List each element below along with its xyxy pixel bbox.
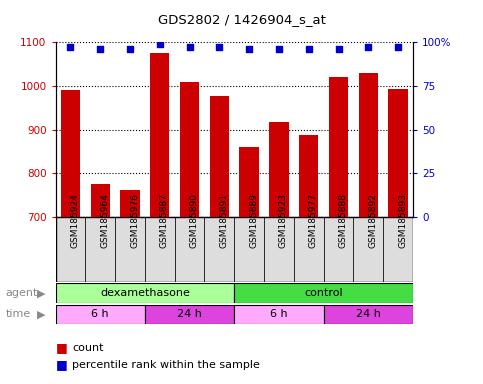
Text: 24 h: 24 h	[177, 310, 202, 319]
Bar	[204, 217, 234, 282]
Point	[126, 46, 134, 52]
Text: time: time	[6, 310, 31, 319]
Bar	[145, 217, 175, 282]
Bar	[85, 217, 115, 282]
Text: GSM185890: GSM185890	[189, 193, 199, 248]
Bar	[145, 305, 234, 324]
Bar	[388, 89, 408, 217]
Point	[67, 45, 74, 51]
Bar	[269, 122, 289, 217]
Text: ■: ■	[56, 341, 67, 354]
Bar	[56, 217, 85, 282]
Bar	[299, 135, 318, 217]
Bar	[324, 305, 413, 324]
Bar	[61, 90, 80, 217]
Text: 6 h: 6 h	[91, 310, 109, 319]
Text: agent: agent	[6, 288, 38, 298]
Bar	[120, 190, 140, 217]
Bar	[240, 147, 259, 217]
Point	[335, 46, 342, 52]
Text: GSM185889: GSM185889	[249, 193, 258, 248]
Text: GSM185893: GSM185893	[398, 193, 407, 248]
Bar	[358, 73, 378, 217]
Bar	[180, 81, 199, 217]
Bar	[354, 217, 383, 282]
Point	[185, 45, 193, 51]
Text: ▶: ▶	[37, 288, 45, 298]
Bar	[175, 217, 204, 282]
Point	[305, 46, 313, 52]
Text: GSM185888: GSM185888	[339, 193, 347, 248]
Text: ■: ■	[56, 358, 67, 371]
Text: control: control	[304, 288, 343, 298]
Bar	[234, 217, 264, 282]
Text: GSM185892: GSM185892	[368, 193, 377, 248]
Text: 24 h: 24 h	[356, 310, 381, 319]
Text: GSM185964: GSM185964	[100, 193, 109, 248]
Bar	[210, 96, 229, 217]
Bar	[234, 283, 413, 303]
Point	[156, 41, 164, 47]
Text: GSM185923: GSM185923	[279, 193, 288, 248]
Text: ▶: ▶	[37, 310, 45, 319]
Point	[394, 45, 402, 51]
Text: GSM185976: GSM185976	[130, 193, 139, 248]
Bar	[90, 184, 110, 217]
Text: GDS2802 / 1426904_s_at: GDS2802 / 1426904_s_at	[157, 13, 326, 26]
Point	[97, 46, 104, 52]
Bar	[329, 77, 348, 217]
Point	[245, 46, 253, 52]
Bar	[150, 53, 170, 217]
Text: count: count	[72, 343, 104, 353]
Bar	[264, 217, 294, 282]
Bar	[234, 305, 324, 324]
Text: GSM185887: GSM185887	[160, 193, 169, 248]
Point	[275, 46, 283, 52]
Text: 6 h: 6 h	[270, 310, 288, 319]
Bar	[56, 283, 234, 303]
Point	[215, 45, 223, 51]
Bar	[294, 217, 324, 282]
Bar	[115, 217, 145, 282]
Text: GSM185891: GSM185891	[219, 193, 228, 248]
Text: GSM185924: GSM185924	[71, 193, 79, 248]
Bar	[56, 305, 145, 324]
Text: dexamethasone: dexamethasone	[100, 288, 190, 298]
Bar	[324, 217, 354, 282]
Point	[364, 45, 372, 51]
Bar	[383, 217, 413, 282]
Text: percentile rank within the sample: percentile rank within the sample	[72, 360, 260, 370]
Text: GSM185977: GSM185977	[309, 193, 318, 248]
